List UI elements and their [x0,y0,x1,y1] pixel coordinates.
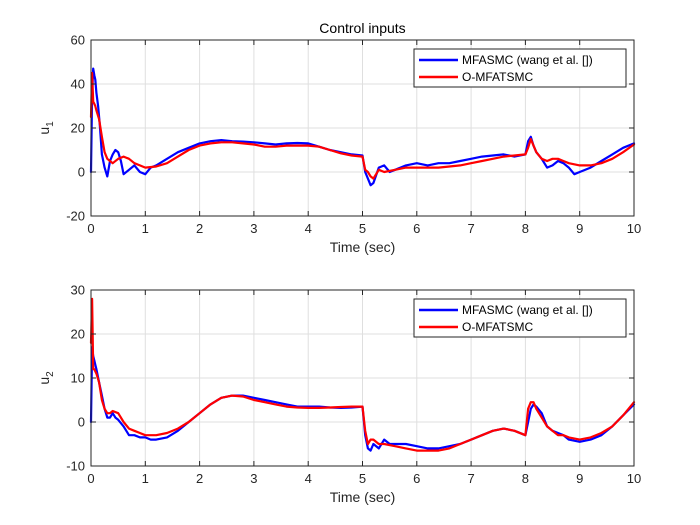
plot-u2-ytick-label: 30 [71,283,85,298]
plot-u2-xtick-label: 8 [522,471,529,486]
plot-u1-title: Control inputs [319,20,405,36]
plot-u1-series [89,67,636,187]
plot-u1-legend-label: O-MFATSMC [462,70,533,84]
plot-u1-ytick-label: 0 [78,165,85,180]
plot-u2-xtick-label: 7 [467,471,474,486]
svg-text:u1: u1 [36,121,56,135]
plot-u2-xtick-label: 10 [627,471,641,486]
plot-u1-xlabel: Time (sec) [330,239,396,255]
plot-u1-ylabel-subscript: 1 [45,121,56,127]
svg-text:u2: u2 [36,371,56,385]
plot-u1-ytick-label: 40 [71,77,85,92]
plot-u1-xtick-label: 7 [467,221,474,236]
plot-u2-xlabel: Time (sec) [330,489,396,505]
plot-u2-xtick-label: 1 [142,471,149,486]
plot-u2-series [89,297,636,452]
plot-u2-legend: MFASMC (wang et al. []) O-MFATSMC [413,298,627,338]
plot-u2-legend-box [413,298,627,338]
plot-u1-legend-label: MFASMC (wang et al. []) [462,53,593,67]
plot-u2-xtick-label: 2 [196,471,203,486]
plot-u1-ytick-label: 60 [71,33,85,48]
plot-u2-xtick-label: 6 [413,471,420,486]
plot-u1-ytick-label: 20 [71,121,85,136]
plot-u1-series-o-mfatsmc-line [89,71,636,180]
plot-u1-xtick-label: 9 [576,221,583,236]
plot-u2-ytick-label: 10 [71,371,85,386]
plot-u2-series-o-mfatsmc-line [89,297,636,452]
plot-u1-xtick-label: 1 [142,221,149,236]
plot-u1-ylabel-main: u [36,127,52,135]
plot-u1-xtick-label: 10 [627,221,641,236]
plot-u2-xtick-label: 0 [87,471,94,486]
plot-u1-legend-box [413,48,627,88]
plot-u2-ylabel-main: u [36,377,52,385]
plot-u2-xtick-label: 3 [250,471,257,486]
plot-u2-xtick-label: 9 [576,471,583,486]
plot-u2-legend-label: O-MFATSMC [462,320,533,334]
plot-u2-ytick-label: 20 [71,327,85,342]
plot-u2-legend-label: MFASMC (wang et al. []) [462,303,593,317]
plot-u2-xtick-label: 4 [305,471,312,486]
plot-u2-xtick-label: 5 [359,471,366,486]
plot-u1-ytick-label: -20 [66,209,85,224]
plot-u1-legend: MFASMC (wang et al. []) O-MFATSMC [413,48,627,88]
plot-u1-xtick-label: 2 [196,221,203,236]
plot-u1-xtick-label: 6 [413,221,420,236]
plot-u2-ytick-label: 0 [78,415,85,430]
plot-u1-xtick-label: 5 [359,221,366,236]
plot-u1-xtick-label: 4 [305,221,312,236]
plot-u1-xtick-label: 3 [250,221,257,236]
plot-u1-ylabel: u1 [36,121,56,135]
plot-u2-ylabel-subscript: 2 [45,371,56,377]
plot-u1-xtick-label: 8 [522,221,529,236]
plot-u2-ytick-label: -10 [66,459,85,474]
plot-u1-xtick-label: 0 [87,221,94,236]
plot-u2-ylabel: u2 [36,371,56,385]
